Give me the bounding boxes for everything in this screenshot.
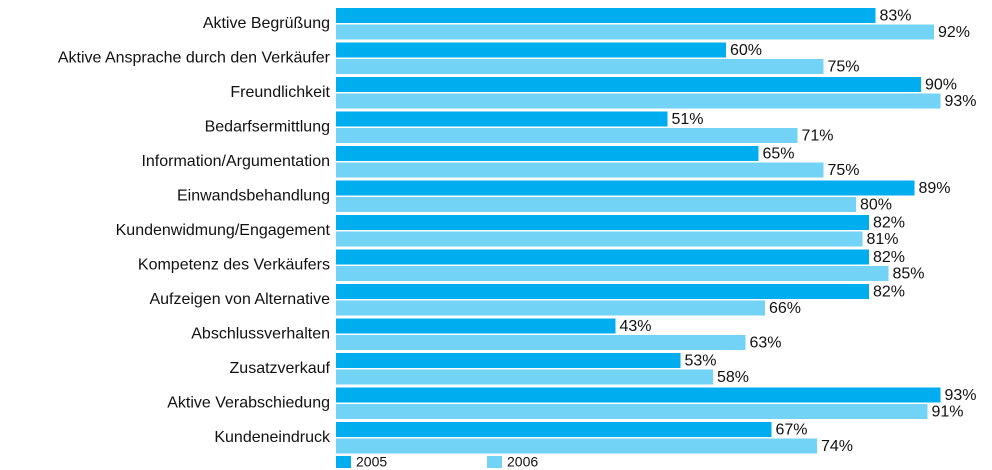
bar-2006 bbox=[336, 231, 863, 247]
data-label-2005: 43% bbox=[620, 318, 652, 335]
bar-2005 bbox=[336, 284, 869, 299]
data-label-2006: 63% bbox=[750, 335, 782, 352]
data-label-2006: 92% bbox=[938, 24, 970, 41]
legend: 2005 2006 bbox=[336, 454, 538, 470]
bar-2005 bbox=[336, 180, 915, 196]
data-label-2006: 58% bbox=[717, 369, 749, 386]
category-label: Einwandsbehandlung bbox=[177, 188, 330, 205]
bar-2005 bbox=[336, 249, 869, 265]
category-label: Kompetenz des Verkäufers bbox=[138, 257, 330, 274]
bar-2005 bbox=[336, 146, 759, 161]
bar-2006 bbox=[336, 24, 934, 40]
data-label-2005: 89% bbox=[919, 180, 951, 197]
category-label: Zusatzverkauf bbox=[230, 360, 331, 377]
bar-2005 bbox=[336, 353, 681, 368]
bar-2005 bbox=[336, 111, 668, 127]
category-label: Aktive Ansprache durch den Verkäufer bbox=[58, 50, 331, 67]
category-group: Bedarfsermittlung 51% 71% bbox=[205, 111, 834, 145]
category-group: Zusatzverkauf 53%58% bbox=[230, 353, 750, 387]
bar-2006 bbox=[336, 93, 941, 109]
bar-2005 bbox=[336, 422, 772, 437]
data-label-2005: 82% bbox=[873, 215, 905, 232]
legend-label-2006: 2006 bbox=[507, 454, 538, 470]
data-label-2005: 67% bbox=[776, 422, 808, 439]
category-group: Freundlichkeit 90%93% bbox=[230, 77, 976, 111]
category-group: Aktive Verabschiedung 93%91% bbox=[167, 387, 976, 421]
category-group: Kundenwidmung/Engagement 82%81% bbox=[116, 215, 905, 249]
category-label: Aktive Verabschiedung bbox=[167, 395, 330, 412]
data-label-2006: 75% bbox=[828, 162, 860, 179]
data-label-2006: 91% bbox=[932, 404, 964, 421]
bar-2006 bbox=[336, 128, 798, 143]
bar-2006 bbox=[336, 335, 746, 350]
bar-2006 bbox=[336, 300, 765, 316]
bar-2006 bbox=[336, 59, 824, 74]
bar-2006 bbox=[336, 266, 889, 281]
data-label-2005: 82% bbox=[873, 249, 905, 266]
legend-swatch-2006 bbox=[487, 456, 502, 468]
category-group: Aufzeigen von Alternative 82% 66% bbox=[149, 284, 905, 318]
category-group: Aktive Begrüßung 83% 92% bbox=[203, 8, 970, 42]
bar-2005 bbox=[336, 318, 616, 334]
category-label: Kundenwidmung/Engagement bbox=[116, 222, 331, 239]
data-label-2005: 65% bbox=[763, 146, 795, 163]
bar-2005 bbox=[336, 215, 869, 230]
data-label-2006: 93% bbox=[945, 93, 977, 110]
plot-area: Aktive Begrüßung 83% 92% Aktive Ansprache d… bbox=[58, 8, 977, 456]
bar-2005 bbox=[336, 77, 921, 92]
data-label-2006: 81% bbox=[867, 231, 899, 248]
bar-2006 bbox=[336, 438, 817, 454]
category-label: Aktive Begrüßung bbox=[203, 15, 330, 32]
bar-2006 bbox=[336, 162, 824, 178]
legend-label-2005: 2005 bbox=[356, 454, 387, 470]
data-label-2006: 66% bbox=[769, 300, 801, 317]
bar-2005 bbox=[336, 387, 941, 403]
category-group: Information/Argumentation 65% 75% bbox=[141, 146, 859, 180]
category-label: Abschlussverhalten bbox=[191, 326, 330, 343]
category-label: Kundeneindruck bbox=[214, 429, 331, 446]
bar-2006 bbox=[336, 369, 713, 385]
data-label-2005: 90% bbox=[925, 77, 957, 94]
data-label-2006: 85% bbox=[893, 266, 925, 283]
category-group: Kompetenz des Verkäufers 82%85% bbox=[138, 249, 925, 283]
category-group: Kundeneindruck 67% 74% bbox=[214, 422, 853, 456]
data-label-2005: 83% bbox=[880, 8, 912, 25]
data-label-2006: 80% bbox=[860, 197, 892, 214]
data-label-2006: 75% bbox=[828, 59, 860, 76]
category-label: Information/Argumentation bbox=[141, 153, 330, 170]
data-label-2005: 60% bbox=[730, 42, 762, 59]
category-label: Aufzeigen von Alternative bbox=[149, 291, 330, 308]
data-label-2005: 93% bbox=[945, 387, 977, 404]
data-label-2006: 74% bbox=[821, 438, 853, 455]
category-group: Einwandsbehandlung 89% 80% bbox=[177, 180, 951, 214]
category-group: Aktive Ansprache durch den Verkäufer 60% 7… bbox=[58, 42, 860, 76]
category-label: Bedarfsermittlung bbox=[205, 119, 330, 136]
bar-2006 bbox=[336, 404, 928, 419]
category-group: Abschlussverhalten 43% 63% bbox=[191, 318, 781, 352]
data-label-2005: 53% bbox=[685, 353, 717, 370]
data-label-2006: 71% bbox=[802, 128, 834, 145]
bar-2005 bbox=[336, 42, 726, 58]
category-label: Freundlichkeit bbox=[230, 84, 330, 101]
data-label-2005: 82% bbox=[873, 284, 905, 301]
bar-2006 bbox=[336, 197, 856, 212]
bar-2005 bbox=[336, 8, 876, 23]
data-label-2005: 51% bbox=[672, 111, 704, 128]
legend-swatch-2005 bbox=[336, 456, 351, 468]
